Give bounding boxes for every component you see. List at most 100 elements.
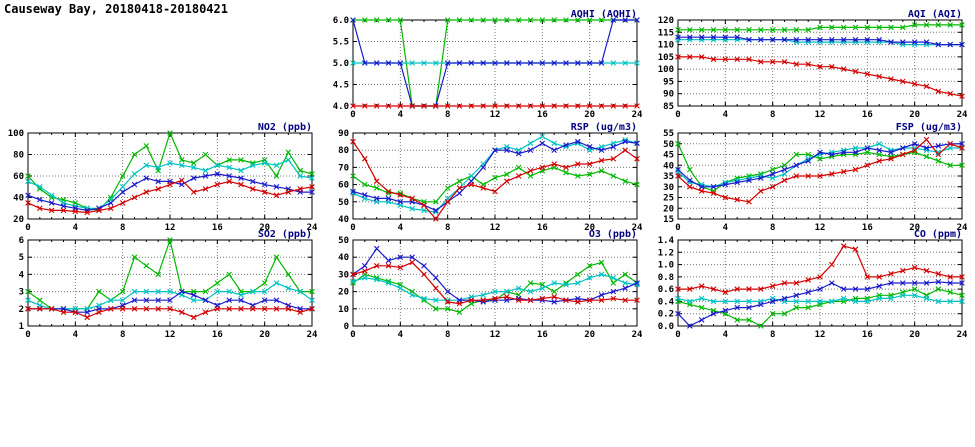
y-tick-label: 45 xyxy=(663,151,674,161)
y-tick-label: 90 xyxy=(663,90,674,100)
x-tick-label: 20 xyxy=(909,223,920,233)
y-tick-label: 20 xyxy=(13,215,24,225)
x-tick-label: 0 xyxy=(25,223,30,233)
y-tick-label: 0.0 xyxy=(658,322,674,332)
series-line-cyan xyxy=(27,282,313,310)
y-tick-label: 1.4 xyxy=(658,236,675,246)
y-tick-label: 50 xyxy=(338,236,349,246)
chart-title-o3: O3 (ppb) xyxy=(589,229,637,240)
series-markers-cyan xyxy=(350,133,640,215)
x-tick-label: 20 xyxy=(584,330,595,340)
y-tick-label: 1 xyxy=(19,322,24,332)
x-tick-label: 16 xyxy=(862,223,873,233)
x-tick-label: 24 xyxy=(632,110,643,120)
x-tick-label: 24 xyxy=(632,330,643,340)
x-tick-label: 12 xyxy=(815,110,826,120)
chart-co-svg: 0.0 0.2 0.4 0.6 0.8 1.0 1.2 1.4 0 4 8 12 16 20 24 CO (p… xyxy=(658,229,968,340)
chart-fsp: 15 20 25 30 35 40 45 50 55 0 4 8 12 16 20 24 FSP (ug/m3) xyxy=(650,121,970,233)
series-markers-red xyxy=(350,103,640,109)
x-tick-label: 16 xyxy=(537,223,548,233)
chart-title-rsp: RSP (ug/m3) xyxy=(571,122,637,133)
x-tick-label: 24 xyxy=(957,330,968,340)
x-tick-label: 8 xyxy=(770,110,775,120)
series-markers-blue xyxy=(675,141,965,190)
chart-aqi: 85 90 95 100 105 110 115 120 0 4 8 12 16 20 24 AQI (AQI… xyxy=(650,8,970,120)
x-tick-label: 12 xyxy=(815,330,826,340)
chart-rsp-svg: 40 50 60 70 80 90 0 4 8 12 16 20 24 RSP (ug/m3) xyxy=(338,122,643,233)
x-tick-label: 4 xyxy=(73,330,79,340)
page-title: Causeway Bay, 20180418-20180421 xyxy=(4,2,228,16)
x-tick-label: 24 xyxy=(957,110,968,120)
y-tick-label: 6.0 xyxy=(333,16,349,26)
y-tick-label: 5 xyxy=(19,253,24,263)
y-tick-label: 70 xyxy=(338,163,349,173)
y-tick-label: 25 xyxy=(663,194,674,204)
y-tick-label: 30 xyxy=(338,270,349,280)
series-markers-blue xyxy=(675,34,965,48)
x-tick-label: 20 xyxy=(259,330,270,340)
y-tick-label: 110 xyxy=(658,41,674,51)
chart-aqhi-svg: 4.0 4.5 5.0 5.5 6.0 0 4 8 12 16 20 24 AQHI (AQHI) xyxy=(333,9,643,120)
x-tick-label: 24 xyxy=(632,223,643,233)
y-tick-label: 5.0 xyxy=(333,59,349,69)
series-line-cyan xyxy=(352,273,638,301)
x-tick-label: 4 xyxy=(723,223,729,233)
y-tick-label: 2 xyxy=(19,305,24,315)
series-line-blue xyxy=(352,247,638,303)
series-markers-blue xyxy=(350,245,640,305)
y-tick-label: 0 xyxy=(344,322,349,332)
x-tick-label: 4 xyxy=(398,330,404,340)
y-tick-label: 80 xyxy=(13,151,24,161)
chart-title-co: CO (ppm) xyxy=(914,229,962,240)
chart-co: 0.0 0.2 0.4 0.6 0.8 1.0 1.2 1.4 0 4 8 12 16 20 24 CO (p… xyxy=(650,228,970,340)
y-tick-label: 120 xyxy=(658,16,674,26)
x-tick-label: 16 xyxy=(862,330,873,340)
x-tick-label: 20 xyxy=(909,110,920,120)
y-tick-label: 80 xyxy=(338,146,349,156)
y-tick-label: 6 xyxy=(19,236,24,246)
x-tick-label: 4 xyxy=(723,110,729,120)
y-tick-label: 0.4 xyxy=(658,297,675,307)
series-markers-cyan xyxy=(350,271,640,303)
x-tick-label: 0 xyxy=(350,330,355,340)
x-tick-label: 8 xyxy=(445,223,450,233)
x-tick-label: 12 xyxy=(815,223,826,233)
x-tick-label: 4 xyxy=(398,110,404,120)
x-tick-label: 8 xyxy=(445,110,450,120)
x-tick-label: 16 xyxy=(212,330,223,340)
x-tick-label: 12 xyxy=(490,110,501,120)
y-tick-label: 3 xyxy=(19,288,24,298)
y-tick-label: 90 xyxy=(338,129,349,139)
y-tick-label: 15 xyxy=(663,215,674,225)
y-tick-label: 4.5 xyxy=(333,81,349,91)
chart-so2: 1 2 3 4 5 6 0 4 8 12 16 20 24 SO2 (ppb) xyxy=(0,228,320,340)
x-tick-label: 12 xyxy=(490,223,501,233)
x-tick-label: 8 xyxy=(770,223,775,233)
x-tick-label: 4 xyxy=(398,223,404,233)
y-tick-label: 100 xyxy=(658,65,674,75)
y-tick-label: 35 xyxy=(663,172,674,182)
y-tick-label: 5.5 xyxy=(333,38,349,48)
y-tick-label: 50 xyxy=(338,198,349,208)
chart-title-fsp: FSP (ug/m3) xyxy=(896,122,962,133)
x-tick-label: 8 xyxy=(445,330,450,340)
x-tick-label: 16 xyxy=(862,110,873,120)
y-tick-label: 1.2 xyxy=(658,248,674,258)
y-tick-label: 0.2 xyxy=(658,310,674,320)
x-tick-label: 0 xyxy=(675,223,680,233)
x-tick-label: 0 xyxy=(675,330,680,340)
series-line-green xyxy=(352,261,638,313)
chart-aqi-svg: 85 90 95 100 105 110 115 120 0 4 8 12 16 20 24 AQI (AQI… xyxy=(658,9,968,120)
series-markers-red xyxy=(25,306,315,321)
y-tick-label: 40 xyxy=(338,215,349,225)
x-tick-label: 16 xyxy=(537,110,548,120)
series-markers-red xyxy=(25,177,315,216)
y-tick-label: 105 xyxy=(658,53,674,63)
x-tick-label: 20 xyxy=(584,110,595,120)
x-tick-label: 20 xyxy=(584,223,595,233)
x-tick-label: 8 xyxy=(120,223,125,233)
series-line-red xyxy=(352,141,638,220)
x-tick-label: 0 xyxy=(350,110,355,120)
series-markers-red xyxy=(675,136,965,205)
